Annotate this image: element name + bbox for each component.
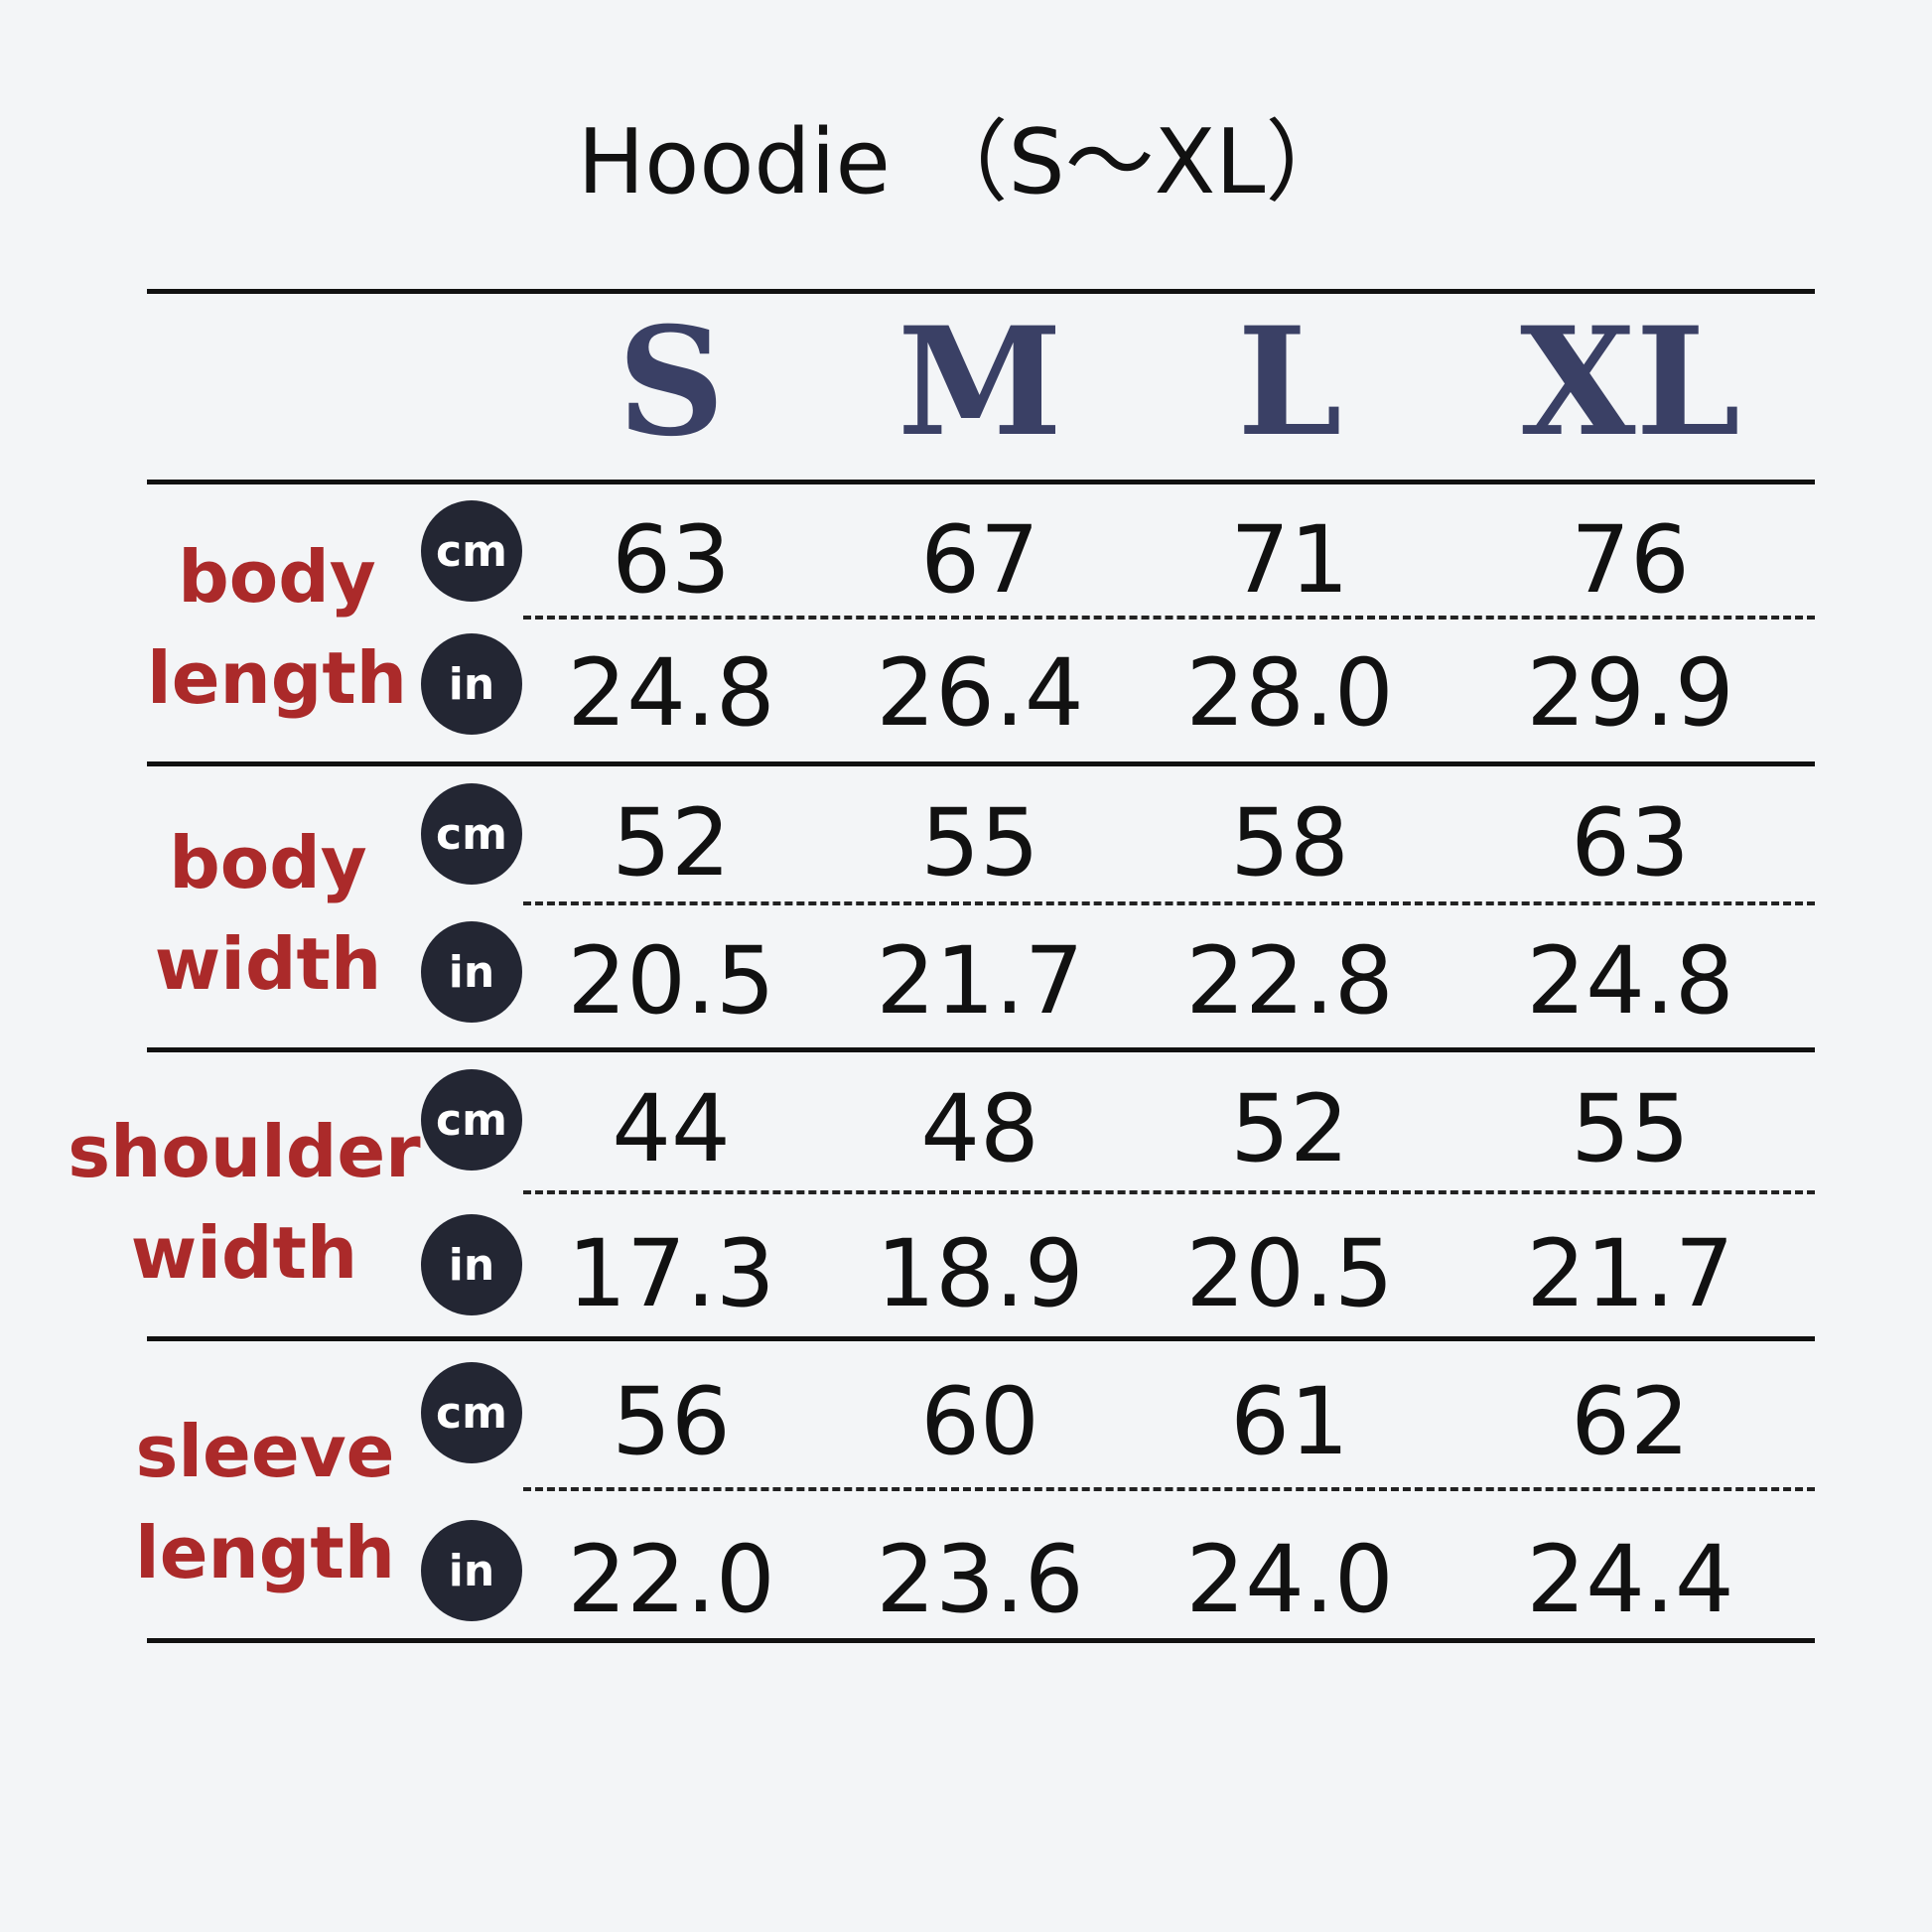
in-value: 21.7 [1526,1220,1734,1328]
row-label-line1: body [169,820,367,904]
in-value: 20.5 [1185,1220,1394,1328]
cm-value: 52 [1230,1075,1349,1183]
cm-value: 67 [920,506,1039,615]
header-rule [147,480,1815,484]
top-rule [147,289,1815,294]
row-label-line2: length [147,636,407,720]
cm-value: 63 [1571,789,1690,897]
cm-value: 48 [920,1075,1039,1183]
in-value: 28.0 [1185,639,1394,748]
in-value: 20.5 [567,927,775,1035]
row-label-line2: length [135,1510,395,1594]
cm-value: 44 [612,1075,731,1183]
cm-badge: cm [421,783,522,885]
cm-badge: cm [421,1069,522,1171]
cm-value: 71 [1230,506,1349,615]
in-value: 24.4 [1526,1526,1734,1634]
cm-value: 76 [1571,506,1690,615]
cm-value: 61 [1230,1368,1349,1476]
size-header-xl: XL [1520,295,1740,470]
in-value: 23.6 [876,1526,1084,1634]
cm-value: 58 [1230,789,1349,897]
in-value: 21.7 [876,927,1084,1035]
cm-badge: cm [421,1362,522,1463]
row-label: body length [147,526,407,729]
row-label-line2: width [154,921,382,1006]
in-badge: in [421,633,522,735]
dashed-divider [523,1487,1815,1491]
row-rule [147,1047,1815,1052]
in-badge: in [421,921,522,1023]
cm-value: 56 [612,1368,731,1476]
in-value: 24.8 [567,639,775,748]
size-header-m: M [897,295,1063,470]
cm-value: 55 [1571,1075,1690,1183]
in-value: 22.0 [567,1526,775,1634]
in-value: 18.9 [876,1220,1084,1328]
size-header-s: S [617,295,726,470]
in-value: 22.8 [1185,927,1394,1035]
cm-badge: cm [421,500,522,602]
cm-value: 62 [1571,1368,1690,1476]
row-rule [147,1336,1815,1341]
size-header-l: L [1237,295,1342,470]
cm-value: 52 [612,789,731,897]
in-badge: in [421,1520,522,1621]
dashed-divider [523,616,1815,620]
in-value: 26.4 [876,639,1084,748]
in-value: 29.9 [1526,639,1734,748]
row-label-line1: shoulder [68,1110,421,1193]
row-label: body width [155,812,381,1015]
in-value: 24.8 [1526,927,1734,1035]
row-rule [147,1638,1815,1643]
in-badge: in [421,1214,522,1315]
in-value: 17.3 [567,1220,775,1328]
row-label-line1: body [178,535,376,619]
row-label: shoulder width [68,1101,420,1304]
row-label-line1: sleeve [135,1409,395,1493]
cm-value: 63 [612,506,731,615]
row-rule [147,761,1815,766]
dashed-divider [523,901,1815,905]
cm-value: 55 [920,789,1039,897]
in-value: 24.0 [1185,1526,1394,1634]
row-label: sleeve length [135,1401,395,1603]
dashed-divider [523,1190,1815,1194]
cm-value: 60 [920,1368,1039,1476]
row-label-line2: width [130,1211,358,1295]
page-title: Hoodie （S～XL） [577,110,1355,214]
